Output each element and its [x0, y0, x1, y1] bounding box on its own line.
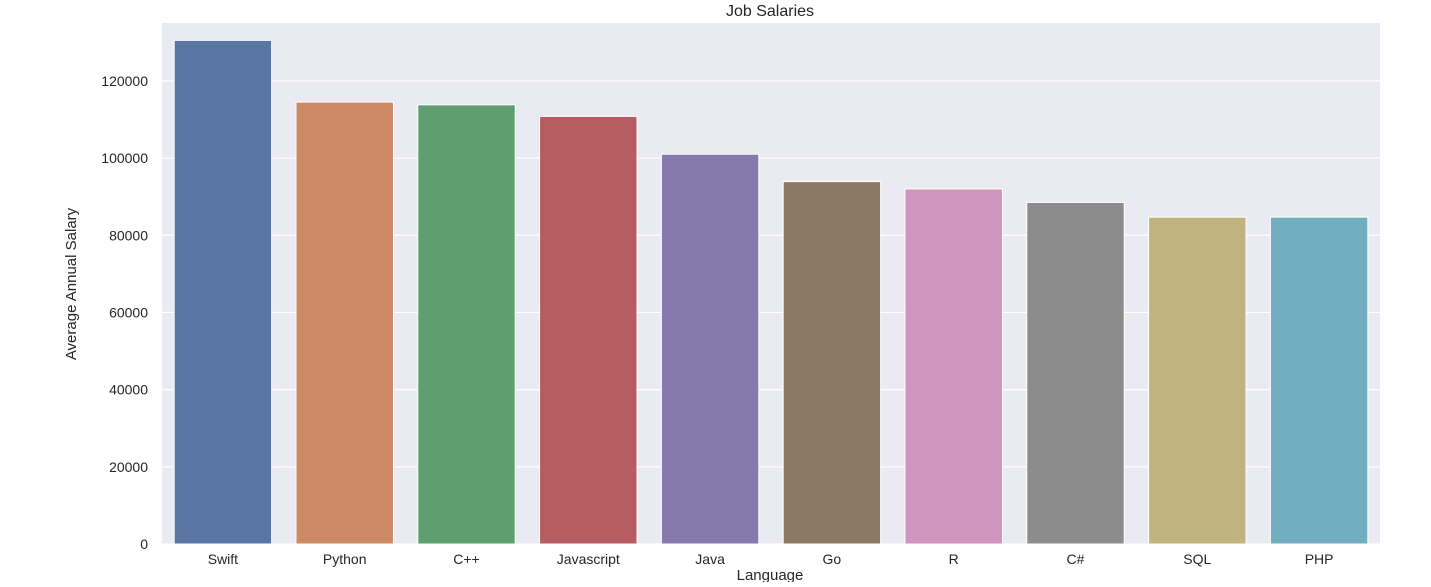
bars [173, 39, 1369, 545]
y-tick-label: 40000 [109, 382, 148, 398]
bar-c [417, 104, 516, 545]
bar-python [295, 101, 394, 545]
x-axis-label: Language [737, 567, 804, 582]
y-tick-label: 80000 [109, 227, 148, 243]
bar-javascript [539, 115, 638, 545]
x-tick-label: R [949, 551, 959, 567]
x-tick-label: C# [1067, 551, 1085, 567]
y-tick-label: 20000 [109, 459, 148, 475]
y-axis-label: Average Annual Salary [63, 207, 80, 360]
y-tick-label: 0 [140, 536, 148, 552]
x-axis-ticks: Swift Python C++ Javascript Java Go R C# SQL PHP [208, 551, 1334, 567]
bar-sql [1148, 216, 1247, 545]
x-tick-label: Java [695, 551, 725, 567]
bar-swift [173, 39, 273, 545]
bar-go [782, 181, 882, 545]
x-tick-label: Javascript [557, 551, 620, 567]
y-tick-label: 100000 [101, 150, 148, 166]
x-tick-label: Go [823, 551, 842, 567]
y-tick-label: 60000 [109, 304, 148, 320]
y-axis-ticks: 0 20000 40000 60000 80000 100000 120000 [101, 73, 148, 552]
bar-php [1269, 216, 1369, 545]
bar-java [660, 153, 760, 545]
bar-r [904, 188, 1003, 545]
bar-c [1026, 201, 1125, 545]
x-tick-label: Python [323, 551, 367, 567]
x-tick-label: Swift [208, 551, 238, 567]
y-tick-label: 120000 [101, 73, 148, 89]
x-tick-label: PHP [1305, 551, 1334, 567]
x-tick-label: C++ [453, 551, 479, 567]
chart-title: Job Salaries [726, 3, 814, 20]
x-tick-label: SQL [1183, 551, 1211, 567]
